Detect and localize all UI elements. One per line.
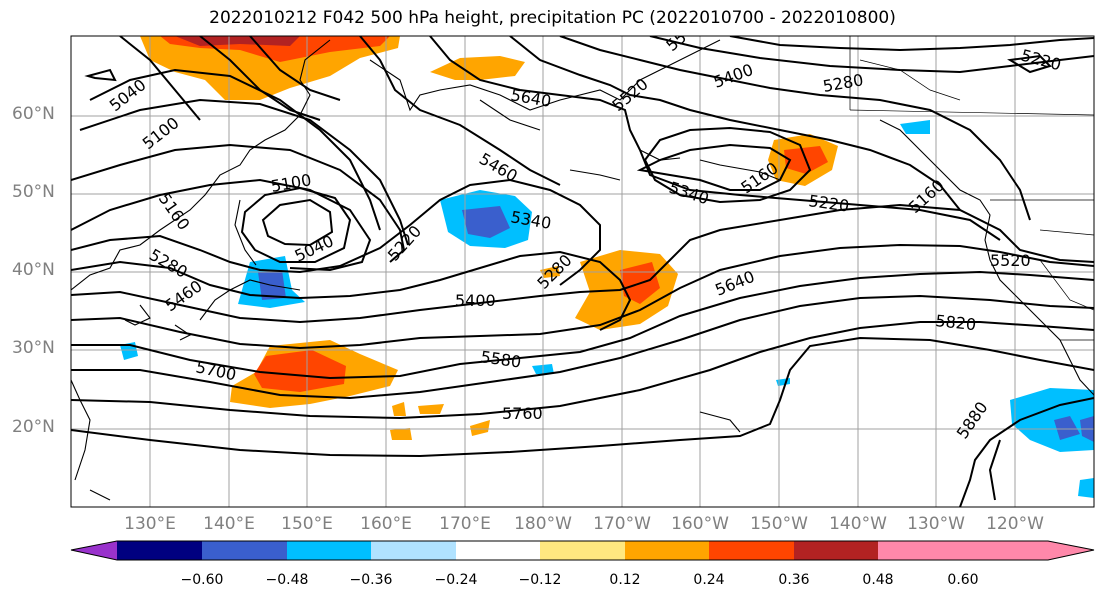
lat-label: 30°N: [12, 338, 55, 358]
height-contours: [71, 36, 1094, 507]
lon-label: 150°E: [281, 514, 333, 534]
colorbar-segment: [625, 541, 709, 560]
colorbar-segment: [878, 541, 963, 560]
graticule: [71, 36, 1094, 507]
colorbar-extend-right: [963, 541, 1094, 560]
lat-label: 20°N: [12, 417, 55, 437]
lon-label: 120°W: [986, 514, 1044, 534]
contour-label: 5820: [935, 311, 977, 334]
colorbar-tick-label: 0.24: [693, 572, 725, 588]
colorbar-tick-label: 0.36: [778, 572, 810, 588]
colorbar-tick-label: 0.60: [947, 572, 979, 588]
contour-label: 5400: [455, 291, 496, 310]
colorbar-tick-label: 0.12: [609, 572, 641, 588]
lon-label: 130°W: [907, 514, 965, 534]
colorbar-segment: [202, 541, 287, 560]
colorbar-segment: [794, 541, 878, 560]
contour-label: 5760: [502, 404, 543, 423]
lon-label: 170°W: [593, 514, 651, 534]
colorbar-tick-label: 0.48: [862, 572, 894, 588]
colorbar-tick-label: −0.24: [434, 572, 478, 588]
lat-label: 50°N: [12, 182, 55, 202]
lon-label: 160°E: [360, 514, 412, 534]
lon-label: 150°W: [750, 514, 808, 534]
colorbar-extend-left: [71, 541, 117, 560]
colorbar-segment: [709, 541, 794, 560]
colorbar-tick-label: −0.60: [180, 572, 224, 588]
colorbar-segment: [287, 541, 371, 560]
lon-label: 140°E: [203, 514, 255, 534]
lon-label: 140°W: [829, 514, 887, 534]
contour-label: 5520: [990, 251, 1031, 270]
lat-label: 60°N: [12, 104, 55, 124]
colorbar-segment: [540, 541, 625, 560]
colorbar-outline: [70, 540, 1095, 561]
lon-label: 170°E: [439, 514, 491, 534]
colorbar-segment: [117, 541, 202, 560]
map-frame: [70, 35, 1095, 508]
colorbar-segment: [456, 541, 540, 560]
lon-label: 130°E: [124, 514, 176, 534]
lon-label: 180°W: [514, 514, 572, 534]
lon-label: 160°W: [671, 514, 729, 534]
lat-label: 40°N: [12, 260, 55, 280]
colorbar-segment: [371, 541, 456, 560]
colorbar-tick-label: −0.48: [265, 572, 309, 588]
map-title: 2022010212 F042 500 hPa height, precipit…: [209, 8, 896, 28]
colorbar-tick-label: −0.36: [349, 572, 393, 588]
colorbar-tick-label: −0.12: [518, 572, 562, 588]
